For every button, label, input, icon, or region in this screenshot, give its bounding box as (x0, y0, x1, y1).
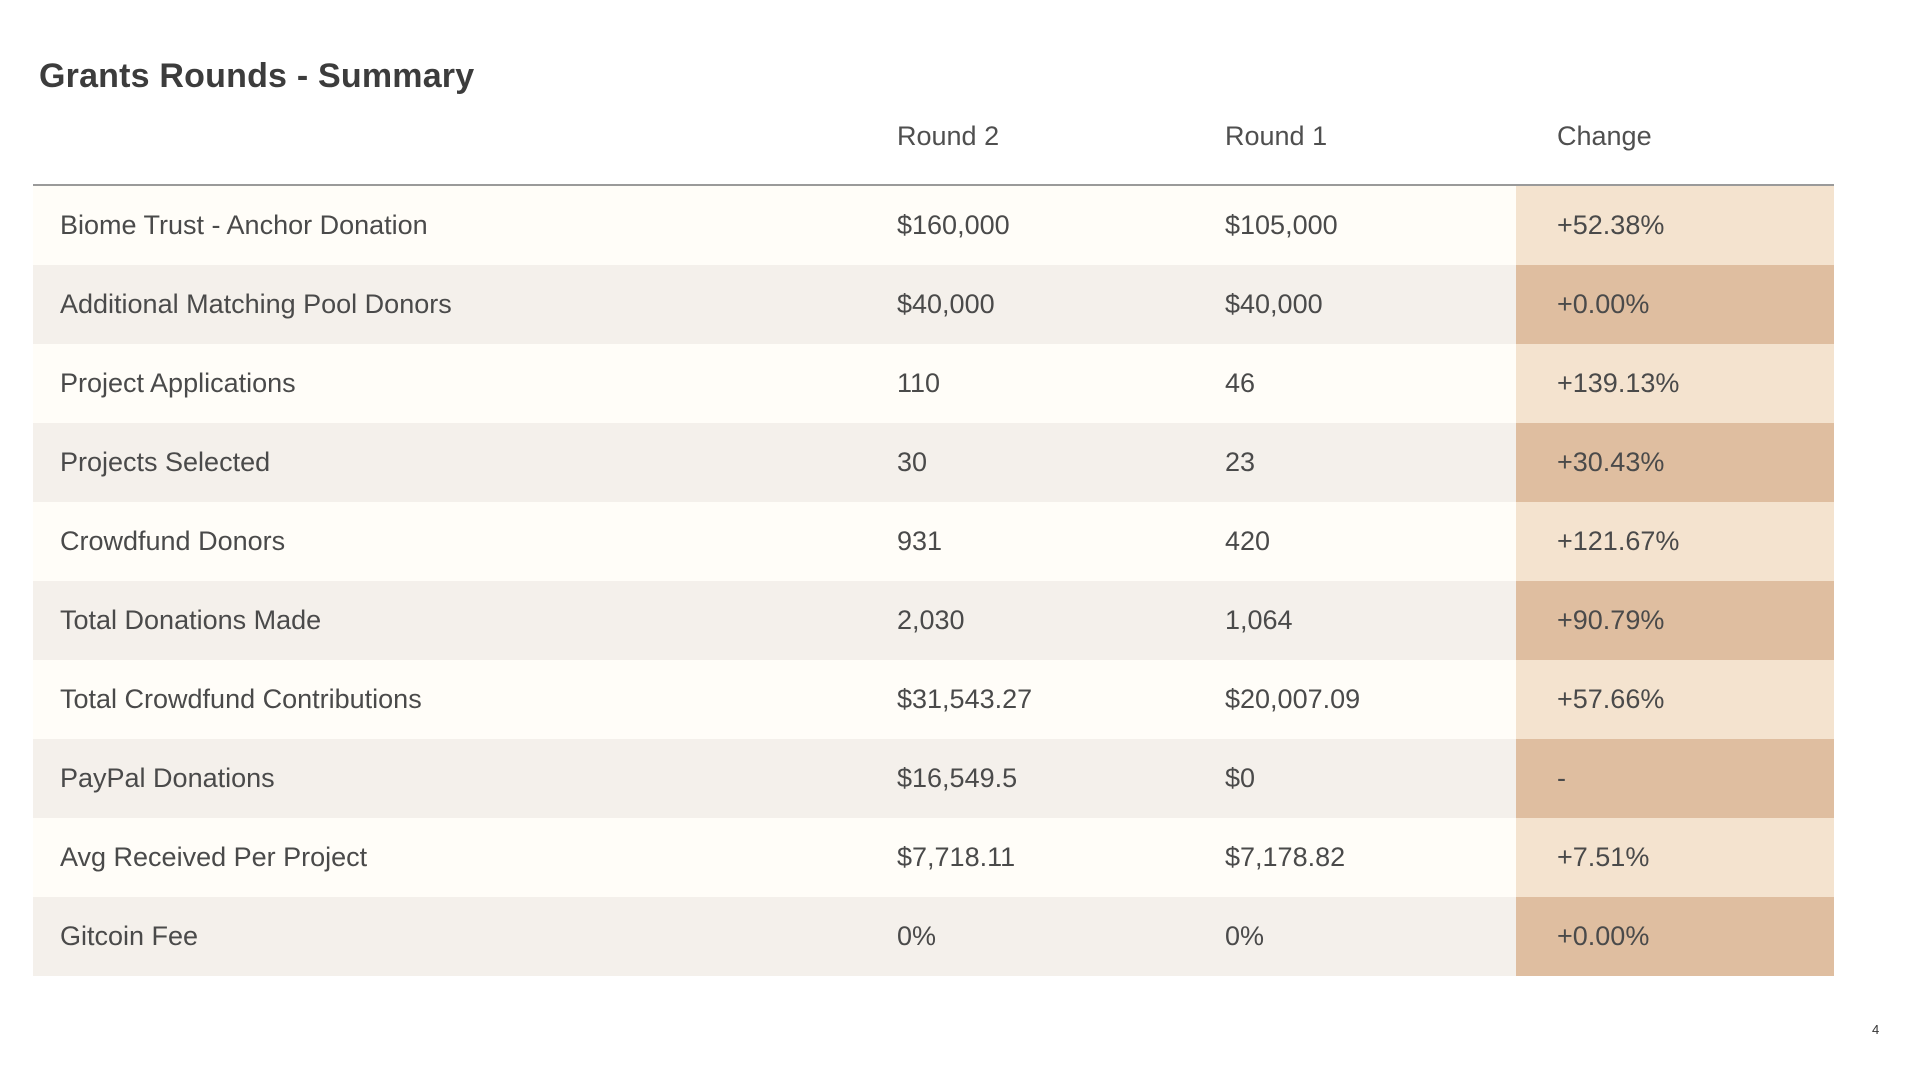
cell-round1: 23 (1225, 447, 1256, 477)
cell-round1: 420 (1225, 526, 1271, 556)
table-row: Crowdfund Donors 931 420 +121.67% (33, 502, 1834, 581)
cell-label: Total Donations Made (60, 605, 322, 635)
column-header-change: Change (1557, 120, 1652, 151)
cell-change: +0.00% (1516, 265, 1834, 344)
table-row: Gitcoin Fee 0% 0% +0.00% (33, 897, 1834, 976)
cell-label: Projects Selected (60, 447, 271, 477)
cell-label: Gitcoin Fee (60, 921, 199, 951)
cell-round1: 1,064 (1225, 605, 1293, 635)
cell-label: Avg Received Per Project (60, 842, 368, 872)
cell-round2: 110 (897, 368, 941, 398)
cell-label: Crowdfund Donors (60, 526, 286, 556)
table-row: Additional Matching Pool Donors $40,000 $4… (33, 265, 1834, 344)
page-number: 4 (1872, 1022, 1880, 1037)
cell-round1: $20,007.09 (1225, 684, 1361, 714)
cell-label: Project Applications (60, 368, 296, 398)
cell-label: Total Crowdfund Contributions (60, 684, 422, 714)
table-header-row: Round 2 Round 1 Change (33, 88, 1834, 186)
table-row: Project Applications 110 46 +139.13% (33, 344, 1834, 423)
cell-round1: $105,000 (1225, 210, 1338, 240)
table-row: Total Crowdfund Contributions $31,543.27 $… (33, 660, 1834, 739)
cell-change: +57.66% (1516, 660, 1834, 739)
table-row: Biome Trust - Anchor Donation $160,000 $10… (33, 186, 1834, 265)
cell-round2: $16,549.5 (897, 763, 1018, 793)
page-title: Grants Rounds - Summary (39, 57, 475, 95)
cell-round2: $160,000 (897, 210, 1010, 240)
cell-round2: $31,543.27 (897, 684, 1033, 714)
cell-round1: $0 (1225, 763, 1256, 793)
table-body: Biome Trust - Anchor Donation $160,000 $10… (33, 186, 1834, 976)
cell-change: +139.13% (1516, 344, 1834, 423)
cell-round1: 46 (1225, 368, 1256, 398)
cell-round1: $7,178.82 (1225, 842, 1346, 872)
table-row: Total Donations Made 2,030 1,064 +90.79% (33, 581, 1834, 660)
cell-round2: $7,718.11 (897, 842, 1016, 872)
cell-round2: 931 (897, 526, 943, 556)
cell-change: +52.38% (1516, 186, 1834, 265)
column-header-round1: Round 1 (1225, 120, 1328, 151)
cell-change: +121.67% (1516, 502, 1834, 581)
cell-change: +0.00% (1516, 897, 1834, 976)
summary-table: Round 2 Round 1 Change Biome Trust - Anc… (33, 88, 1834, 976)
table-row: PayPal Donations $16,549.5 $0 - (33, 739, 1834, 818)
cell-label: Additional Matching Pool Donors (60, 289, 452, 319)
cell-label: Biome Trust - Anchor Donation (60, 210, 428, 240)
cell-round2: 30 (897, 447, 928, 477)
cell-label: PayPal Donations (60, 763, 275, 793)
cell-change: +90.79% (1516, 581, 1834, 660)
table-row: Avg Received Per Project $7,718.11 $7,178.… (33, 818, 1834, 897)
cell-round2: 0% (897, 921, 937, 951)
cell-round1: 0% (1225, 921, 1265, 951)
cell-change: +30.43% (1516, 423, 1834, 502)
cell-round2: $40,000 (897, 289, 995, 319)
column-header-round2: Round 2 (897, 120, 1000, 151)
cell-change: - (1516, 739, 1834, 818)
cell-round2: 2,030 (897, 605, 965, 635)
table-row: Projects Selected 30 23 +30.43% (33, 423, 1834, 502)
cell-change: +7.51% (1516, 818, 1834, 897)
cell-round1: $40,000 (1225, 289, 1323, 319)
